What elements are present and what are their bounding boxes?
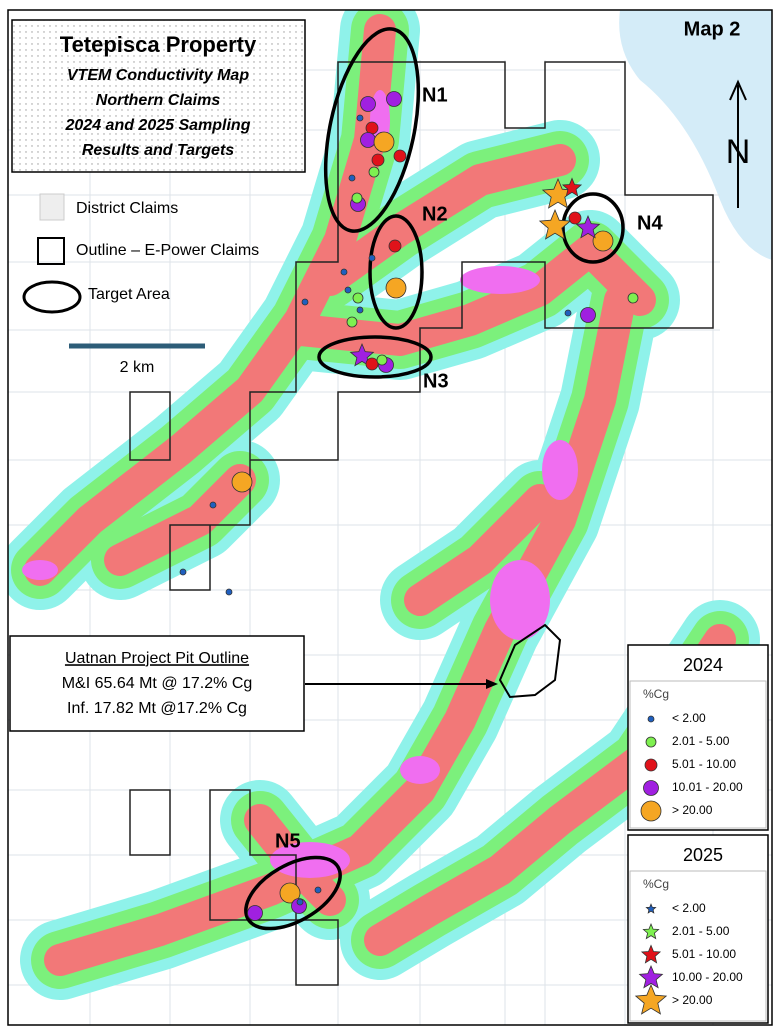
title: Tetepisca Property: [60, 32, 257, 57]
subtitle-line: 2024 and 2025 Sampling: [65, 117, 251, 134]
sample-star: [642, 922, 660, 940]
key-swatch: [22, 280, 82, 314]
sample-circle: [352, 292, 364, 304]
legend-unit: %Cg: [643, 687, 669, 701]
sample-circle: [296, 898, 304, 906]
sample-circle: [643, 780, 659, 796]
target-label: N5: [275, 830, 301, 852]
sample-circle: [368, 254, 376, 262]
legends: 2024%Cg< 2.002.01 - 5.005.01 - 10.0010.0…: [627, 644, 769, 1024]
subtitle-line: Results and Targets: [82, 142, 234, 159]
key-swatch: [39, 193, 65, 221]
sample-star: [638, 964, 664, 989]
sample-circle: [376, 354, 388, 366]
subtitle: VTEM Conductivity Map Northern Claims 20…: [65, 67, 251, 159]
sample-circle: [314, 886, 322, 894]
target-label: N1: [422, 84, 448, 106]
sample-circle: [647, 715, 655, 723]
sample-circle: [344, 286, 352, 294]
target-label: N4: [637, 212, 663, 234]
sample-circle: [360, 96, 376, 112]
sample-circle: [365, 357, 379, 371]
sample-circle: [644, 758, 658, 772]
sample-circle: [247, 905, 263, 921]
sample-star: [561, 177, 583, 197]
sample-circle: [351, 192, 363, 204]
sample-circle: [209, 501, 217, 509]
legend-class: < 2.00: [672, 901, 706, 915]
legend-class: 10.00 - 20.00: [672, 970, 743, 984]
sample-circle: [388, 239, 402, 253]
north-arrow: [729, 79, 747, 208]
map-body: [8, 10, 772, 1025]
legend-year: 2025: [683, 845, 723, 865]
sample-circle: [356, 306, 364, 314]
legend-class: 5.01 - 10.00: [672, 757, 736, 771]
subtitle-line: VTEM Conductivity Map: [67, 67, 249, 84]
sample-circle: [564, 309, 572, 317]
callout-line: M&I 65.64 Mt @ 17.2% Cg: [62, 675, 253, 692]
sample-circle: [340, 268, 348, 276]
map-frame: [7, 9, 773, 1026]
legend-class: > 20.00: [672, 803, 713, 817]
sample-circle: [360, 132, 376, 148]
target-labels: N1 N2 N3 N4 N5: [275, 84, 663, 852]
sample-circle: [580, 307, 596, 323]
target-label: N3: [423, 370, 449, 392]
sample-star: [575, 214, 601, 239]
sample-circle: [627, 292, 639, 304]
sample-star: [634, 983, 668, 1015]
sample-circle: [568, 211, 582, 225]
sample-circle: [301, 298, 309, 306]
map-label: Map 2: [684, 18, 741, 40]
pit-outline: [498, 623, 562, 699]
target-areas: [244, 27, 625, 931]
scale-label: 2 km: [120, 359, 155, 376]
sample-star: [640, 944, 662, 964]
sample-circle: [179, 568, 187, 576]
sample-circle: [640, 800, 662, 822]
legend-class: < 2.00: [672, 711, 706, 725]
sample-circle: [279, 882, 301, 904]
key-swatch: [37, 237, 65, 265]
sample-circle: [592, 230, 614, 252]
subtitle-line: Northern Claims: [96, 92, 221, 109]
target-label: N2: [422, 203, 448, 225]
sample-circle: [645, 736, 657, 748]
sample-circle: [371, 153, 385, 167]
callout-line: Inf. 17.82 Mt @17.2% Cg: [67, 700, 247, 717]
legend-class: 5.01 - 10.00: [672, 947, 736, 961]
north-label: N: [726, 133, 751, 171]
key-label: Outline – E-Power Claims: [76, 242, 259, 259]
claims-outline: [129, 391, 339, 986]
sample-circle: [386, 91, 402, 107]
key-label: District Claims: [76, 200, 178, 217]
legend-class: 10.01 - 20.00: [672, 780, 743, 794]
legend-year: 2024: [683, 655, 723, 675]
legend-unit: %Cg: [643, 877, 669, 891]
legend-class: 2.01 - 5.00: [672, 734, 730, 748]
sample-circle: [368, 166, 380, 178]
callout-box: [9, 635, 305, 732]
callout-arrow: [486, 679, 498, 689]
sample-circle: [393, 149, 407, 163]
water: [619, 10, 772, 260]
sample-circle: [225, 588, 233, 596]
sample-star: [645, 903, 657, 914]
sample-circle: [231, 471, 253, 493]
samples: [179, 91, 639, 921]
sample-star: [538, 208, 572, 240]
sample-circle: [348, 174, 356, 182]
sample-circle: [356, 114, 364, 122]
legend-class: > 20.00: [672, 993, 713, 1007]
callout-heading: Uatnan Project Pit Outline: [65, 650, 249, 667]
legend-class: 2.01 - 5.00: [672, 924, 730, 938]
sample-circle: [373, 131, 395, 153]
sample-circle: [385, 277, 407, 299]
title-box: [11, 19, 306, 173]
key-label: Target Area: [88, 286, 170, 303]
sample-circle: [346, 316, 358, 328]
